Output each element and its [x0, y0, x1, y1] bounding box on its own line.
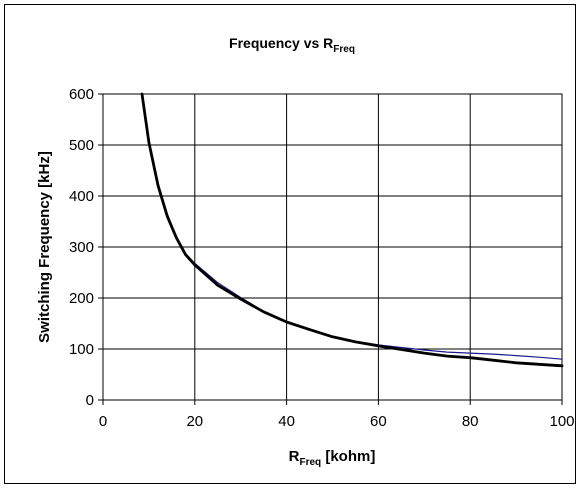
x-tick-label: 100	[549, 413, 574, 430]
y-tick-label: 400	[69, 188, 94, 205]
y-tick-label: 300	[69, 239, 94, 256]
x-tick-label: 20	[186, 413, 203, 430]
x-tick-label: 0	[99, 413, 107, 430]
y-tick-labels: 0 100 200 300 400 500 600	[69, 86, 103, 409]
series-line-2	[140, 92, 564, 368]
series-layer	[140, 92, 564, 368]
y-tick-label: 600	[69, 86, 94, 103]
y-tick-label: 100	[69, 341, 94, 358]
y-tick-label: 200	[69, 290, 94, 307]
x-tick-label: 60	[370, 413, 387, 430]
x-tick-labels: 0 20 40 60 80 100	[99, 400, 575, 430]
y-axis-label: Switching Frequency [kHz]	[36, 151, 53, 343]
x-axis-label: RFreq [kohm]	[289, 448, 376, 468]
y-tick-label: 500	[69, 137, 94, 154]
x-tick-label: 80	[462, 413, 479, 430]
y-tick-label: 0	[86, 392, 94, 409]
x-tick-label: 40	[278, 413, 295, 430]
chart-title: Frequency vs RFreq	[229, 35, 355, 55]
